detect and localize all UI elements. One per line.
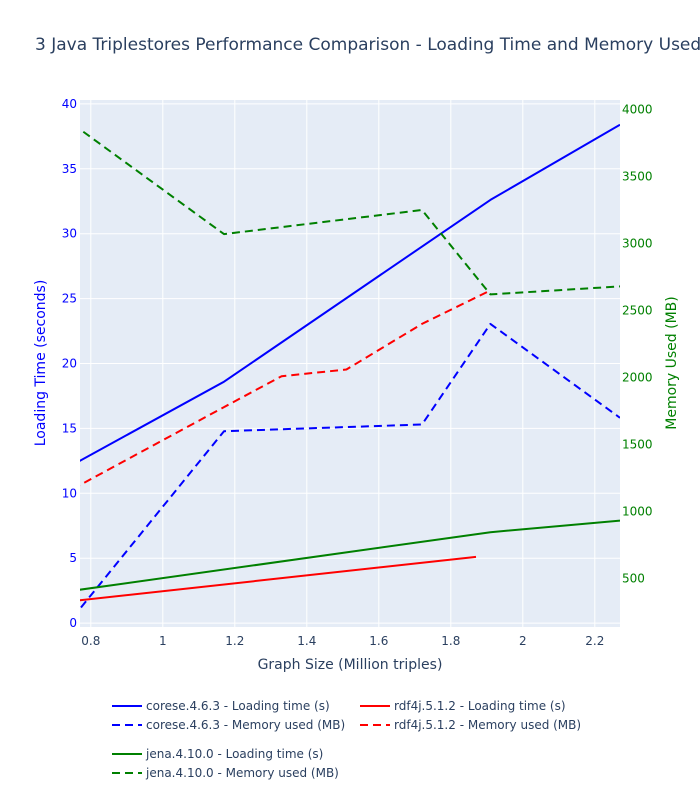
right-tick-label: 3500 [622, 169, 653, 183]
x-tick-label: 1.4 [297, 634, 316, 648]
legend-label[interactable]: rdf4j.5.1.2 - Memory used (MB) [394, 718, 581, 732]
x-tick-label: 1 [159, 634, 167, 648]
right-tick-label: 3000 [622, 236, 653, 250]
x-tick-label: 2.2 [585, 634, 604, 648]
left-tick-label: 15 [62, 421, 77, 435]
left-tick-label: 40 [62, 97, 77, 111]
legend[interactable]: corese.4.6.3 - Loading time (s) corese.4.… [112, 699, 581, 780]
legend-label[interactable]: corese.4.6.3 - Memory used (MB) [146, 718, 345, 732]
right-axis-ticks: 500 1000 1500 2000 2500 3000 3500 4000 [622, 102, 653, 585]
right-tick-label: 500 [622, 572, 645, 586]
series-line-1 [80, 322, 620, 611]
series-lines [80, 123, 620, 611]
x-axis-ticks: 0.8 1 1.2 1.4 1.6 1.8 2 2.2 [81, 634, 604, 648]
series-line-3 [80, 289, 491, 487]
series-line-4 [80, 519, 620, 591]
left-axis-ticks: 0 5 10 15 20 25 30 35 40 [62, 97, 77, 630]
right-tick-label: 1500 [622, 438, 653, 452]
left-tick-label: 35 [62, 162, 77, 176]
left-tick-label: 10 [62, 486, 77, 500]
right-tick-label: 4000 [622, 102, 653, 116]
x-tick-label: 1.6 [369, 634, 388, 648]
left-axis-title: Loading Time (seconds) [33, 280, 49, 447]
series-line-0 [80, 123, 620, 462]
y-grid [80, 103, 620, 624]
left-tick-label: 30 [62, 227, 77, 241]
legend-label[interactable]: corese.4.6.3 - Loading time (s) [146, 699, 330, 713]
series-line-5 [80, 128, 620, 296]
x-tick-label: 1.2 [225, 634, 244, 648]
right-axis-title: Memory Used (MB) [664, 296, 680, 430]
x-tick-label: 2 [519, 634, 527, 648]
left-tick-label: 20 [62, 357, 77, 371]
left-tick-label: 5 [69, 551, 77, 565]
legend-label[interactable]: rdf4j.5.1.2 - Loading time (s) [394, 699, 566, 713]
right-tick-label: 2000 [622, 371, 653, 385]
x-tick-label: 1.8 [441, 634, 460, 648]
x-tick-label: 0.8 [81, 634, 100, 648]
legend-label[interactable]: jena.4.10.0 - Memory used (MB) [145, 766, 339, 780]
right-tick-label: 1000 [622, 505, 653, 519]
x-axis-title: Graph Size (Million triples) [258, 657, 443, 673]
right-tick-label: 2500 [622, 304, 653, 318]
chart-title: 3 Java Triplestores Performance Comparis… [35, 35, 700, 55]
legend-label[interactable]: jena.4.10.0 - Loading time (s) [145, 747, 323, 761]
left-tick-label: 0 [69, 616, 77, 630]
left-tick-label: 25 [62, 292, 77, 306]
series-line-2 [80, 555, 477, 602]
